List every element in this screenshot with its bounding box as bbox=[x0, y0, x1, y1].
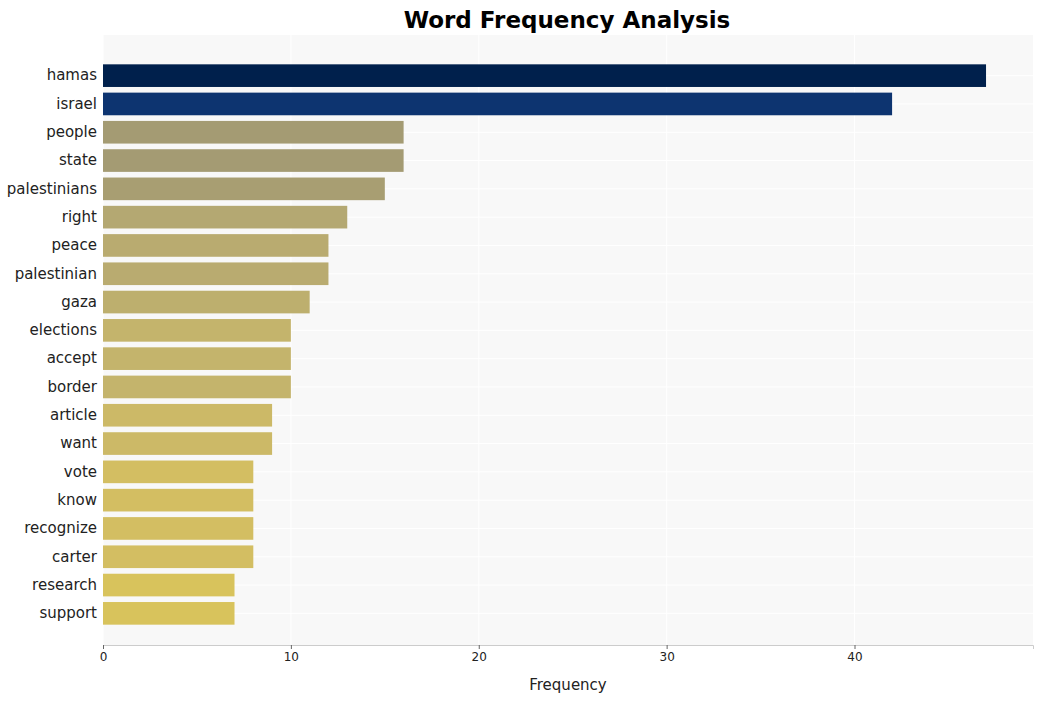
x-axis-title: Frequency bbox=[529, 676, 607, 694]
tick-label: recognize bbox=[24, 519, 97, 537]
tick-label: article bbox=[50, 406, 97, 424]
y-axis: hamas israel people state palestinians right p… bbox=[7, 62, 104, 628]
bar bbox=[103, 319, 291, 342]
tick-label: accept bbox=[47, 349, 97, 367]
bars bbox=[103, 64, 986, 624]
tick-label: carter bbox=[52, 548, 98, 566]
bar bbox=[103, 149, 404, 172]
tick: people bbox=[46, 123, 103, 141]
tick-label: 10 bbox=[284, 650, 299, 664]
tick: 20 bbox=[472, 645, 487, 664]
tick-label: right bbox=[62, 208, 97, 226]
tick-label: palestinian bbox=[15, 265, 97, 283]
bar bbox=[103, 517, 253, 540]
tick-label: 30 bbox=[659, 650, 674, 664]
x-axis: 0 10 20 30 40 bbox=[100, 645, 1034, 664]
tick: hamas bbox=[47, 66, 103, 84]
bar bbox=[103, 489, 253, 512]
tick-label: 0 bbox=[100, 650, 108, 664]
tick: state bbox=[59, 151, 103, 169]
bar bbox=[103, 178, 385, 201]
bar bbox=[103, 234, 328, 257]
axis-line bbox=[104, 646, 1034, 650]
tick-label: want bbox=[60, 434, 97, 452]
tick: right bbox=[62, 208, 103, 226]
tick-mark bbox=[479, 645, 480, 649]
tick: israel bbox=[56, 95, 103, 113]
tick: peace bbox=[52, 236, 103, 254]
tick: border bbox=[47, 378, 103, 396]
tick: 10 bbox=[284, 645, 299, 664]
tick-label: know bbox=[57, 491, 97, 509]
tick-label: gaza bbox=[61, 293, 97, 311]
bar bbox=[103, 376, 291, 399]
tick-label: hamas bbox=[47, 66, 98, 84]
bar bbox=[103, 347, 291, 370]
tick: gaza bbox=[61, 293, 103, 311]
tick-label: peace bbox=[52, 236, 97, 254]
tick-label: palestinians bbox=[7, 180, 97, 198]
tick: recognize bbox=[24, 519, 103, 537]
tick-mark bbox=[291, 645, 292, 649]
plot-background bbox=[103, 35, 1033, 645]
tick: 40 bbox=[847, 645, 862, 664]
grid-line bbox=[478, 35, 479, 645]
tick: palestinians bbox=[7, 180, 103, 198]
bar bbox=[103, 602, 235, 625]
tick-label: 20 bbox=[472, 650, 487, 664]
tick-label: elections bbox=[30, 321, 98, 339]
axis-line bbox=[103, 62, 104, 628]
bar bbox=[103, 461, 253, 484]
tick-label: israel bbox=[56, 95, 97, 113]
tick: carter bbox=[52, 548, 103, 566]
tick-label: support bbox=[39, 604, 97, 622]
bar bbox=[103, 545, 253, 568]
tick-label: vote bbox=[64, 463, 97, 481]
tick-label: state bbox=[59, 151, 97, 169]
tick: know bbox=[57, 491, 103, 509]
bar bbox=[103, 93, 892, 116]
tick-mark bbox=[667, 645, 668, 649]
tick: support bbox=[39, 604, 103, 622]
grid-line bbox=[103, 613, 1033, 614]
tick-label: 40 bbox=[847, 650, 862, 664]
tick-label: people bbox=[46, 123, 97, 141]
tick: accept bbox=[47, 349, 103, 367]
bar bbox=[103, 574, 235, 597]
bar bbox=[103, 404, 272, 427]
tick: research bbox=[32, 576, 103, 594]
tick-label: research bbox=[32, 576, 97, 594]
bar bbox=[103, 291, 310, 314]
bar bbox=[103, 121, 404, 144]
tick-label: border bbox=[47, 378, 97, 396]
grid-line bbox=[103, 585, 1033, 586]
tick: want bbox=[60, 434, 103, 452]
tick: 0 bbox=[100, 645, 108, 664]
tick-mark bbox=[103, 645, 104, 649]
grid-line bbox=[666, 35, 667, 645]
bar bbox=[103, 64, 986, 87]
grid bbox=[103, 35, 1033, 645]
tick: palestinian bbox=[15, 265, 103, 283]
grid-line bbox=[854, 35, 855, 645]
tick: elections bbox=[30, 321, 103, 339]
tick: 30 bbox=[659, 645, 674, 664]
bar bbox=[103, 206, 347, 229]
bar bbox=[103, 262, 328, 285]
tick-mark bbox=[855, 645, 856, 649]
tick: article bbox=[50, 406, 103, 424]
tick: vote bbox=[64, 463, 103, 481]
chart: 0 10 20 30 40 hamas israel people state palestini… bbox=[0, 0, 1042, 701]
bar bbox=[103, 432, 272, 455]
title: Word Frequency Analysis bbox=[404, 7, 731, 33]
